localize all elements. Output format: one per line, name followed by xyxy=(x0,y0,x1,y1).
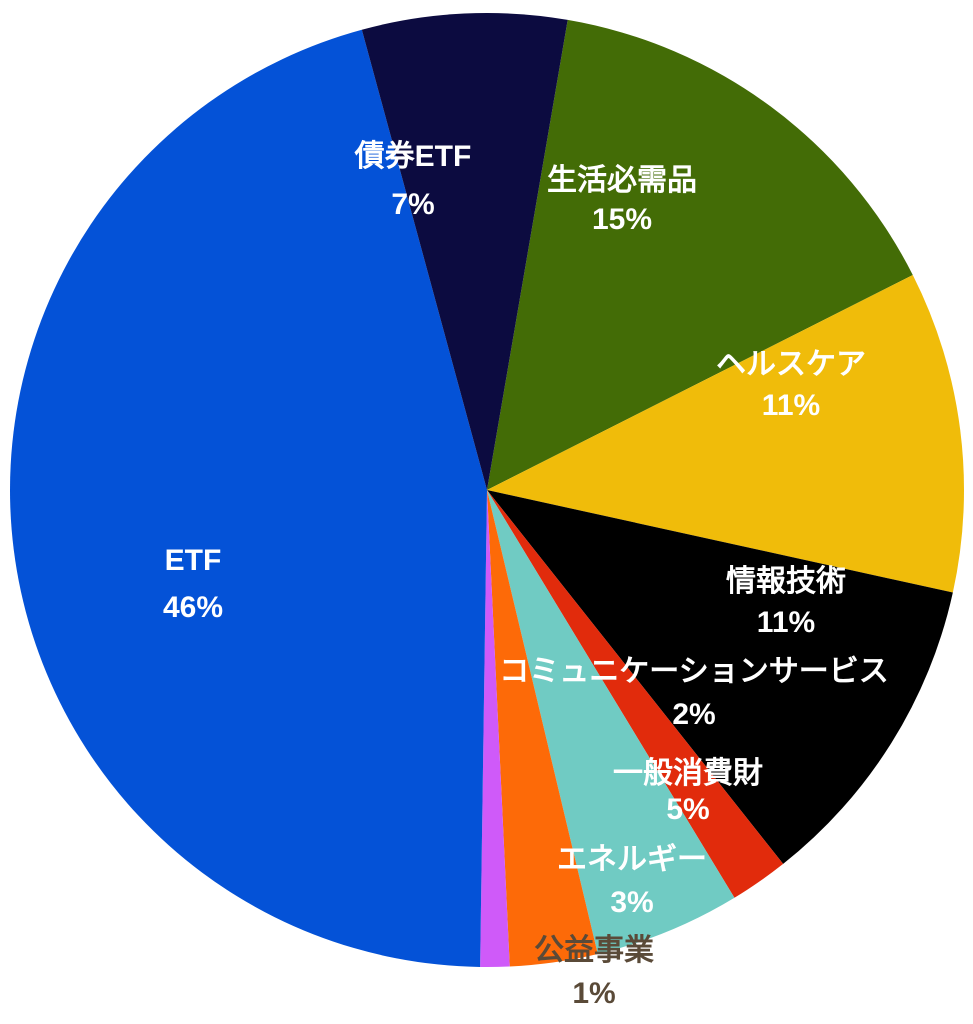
pie-labels: 生活必需品 15% ヘルスケア 11% 情報技術 11% コミュニケーションサービス 2% 一般… xyxy=(163,140,889,1010)
slice-percent-label-8: 46% xyxy=(163,591,223,624)
pie-slice-2 xyxy=(487,274,965,593)
slice-name-label-5: 一般消費財 xyxy=(613,757,763,790)
slice-name-label-2: ヘルスケア xyxy=(716,348,866,381)
slice-name-label-6: エネルギー xyxy=(557,843,707,876)
pie-slice-5 xyxy=(487,490,735,954)
pie-slice-3 xyxy=(487,490,953,864)
slice-name-label-4: コミュニケーションサービス xyxy=(499,655,888,688)
slice-name-label-8: ETF xyxy=(165,544,222,577)
slice-percent-label-4: 2% xyxy=(672,698,715,731)
slice-name-label-1: 生活必需品 xyxy=(547,164,697,197)
slice-percent-label-7: 1% xyxy=(572,977,615,1010)
slice-name-label-9: 債券ETF xyxy=(354,140,472,173)
pie-slice-7 xyxy=(480,490,510,968)
slice-percent-label-9: 7% xyxy=(391,188,434,221)
slice-percent-label-1: 15% xyxy=(592,203,652,236)
pie-slice-9 xyxy=(361,13,568,490)
slice-percent-label-5: 5% xyxy=(666,793,709,826)
slice-percent-label-3: 11% xyxy=(757,606,815,639)
pie-slice-4 xyxy=(487,490,784,898)
pie-slice-6 xyxy=(487,490,598,967)
slice-percent-label-2: 11% xyxy=(762,389,820,422)
pie-slices xyxy=(9,13,965,968)
slice-name-label-7: 公益事業 xyxy=(534,934,654,967)
slice-percent-label-6: 3% xyxy=(610,886,653,919)
pie-slice-8 xyxy=(9,29,488,967)
pie-slice-1 xyxy=(487,19,913,490)
slice-name-label-3: 情報技術 xyxy=(726,565,846,598)
